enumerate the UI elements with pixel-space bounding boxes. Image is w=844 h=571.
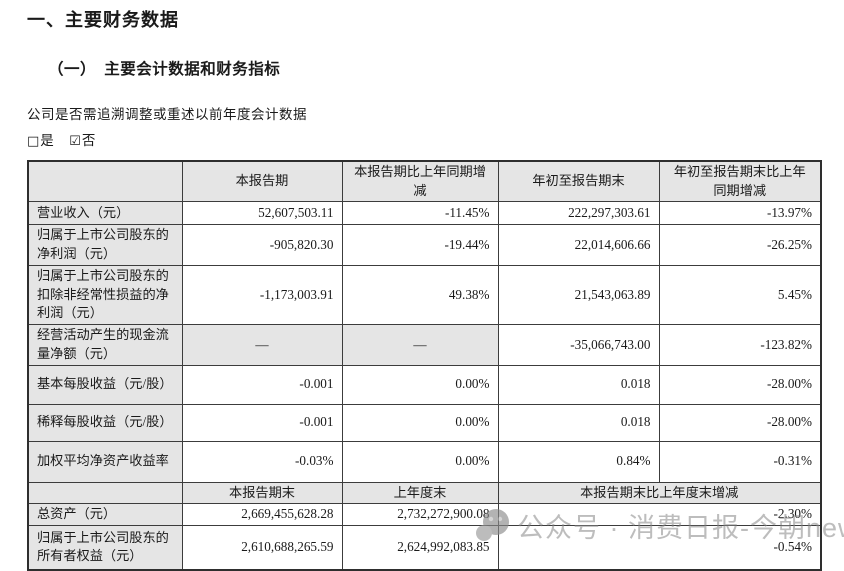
col-header: 本报告期比上年同期增减	[341, 160, 499, 203]
cell-value: -0.54%	[497, 525, 822, 571]
cell-value: 5.45%	[658, 264, 822, 326]
cell-value: 0.00%	[341, 403, 499, 442]
table-row: 加权平均净资产收益率 -0.03% 0.00% 0.84% -0.31%	[27, 440, 822, 483]
cell-value: 21,543,063.89	[497, 264, 660, 326]
cell-value: 222,297,303.61	[497, 201, 660, 226]
cell-value: -35,066,743.00	[497, 324, 660, 366]
corner-cell	[27, 160, 183, 203]
section-title: （一） 主要会计数据和财务指标	[48, 61, 281, 78]
cell-value: -0.001	[181, 364, 343, 405]
col-header: 本报告期	[181, 160, 343, 203]
financial-data-table: 本报告期 本报告期比上年同期增减 年初至报告期末 年初至报告期末比上年同期增减 …	[27, 160, 822, 571]
row-label: 归属于上市公司股东的所有者权益（元）	[27, 525, 183, 571]
cell-value: -123.82%	[658, 324, 822, 366]
table-row: 归属于上市公司股东的扣除非经常性损益的净利润（元） -1,173,003.91 …	[27, 264, 822, 326]
cell-value: 2,669,455,628.28	[181, 503, 343, 527]
cell-value: 2,624,992,083.85	[341, 525, 499, 571]
col-header: 上年度末	[341, 481, 499, 505]
cell-value: -0.001	[181, 403, 343, 442]
table-row: 经营活动产生的现金流量净额（元） — — -35,066,743.00 -123…	[27, 324, 822, 366]
row-label: 经营活动产生的现金流量净额（元）	[27, 324, 183, 366]
cell-value: -19.44%	[341, 224, 499, 266]
cell-value: -13.97%	[658, 201, 822, 226]
page-title: 一、主要财务数据	[27, 10, 179, 30]
cell-value: -11.45%	[341, 201, 499, 226]
checkbox-no-label: 否	[81, 133, 96, 148]
col-header: 年初至报告期末比上年同期增减	[658, 160, 822, 203]
cell-value: 0.00%	[341, 440, 499, 483]
table-row: 归属于上市公司股东的所有者权益（元） 2,610,688,265.59 2,62…	[27, 525, 822, 571]
restate-question: 公司是否需追溯调整或重述以前年度会计数据	[27, 107, 307, 122]
cell-value: —	[341, 324, 499, 366]
col-header: 本报告期末	[181, 481, 343, 505]
table-row: 归属于上市公司股东的净利润（元） -905,820.30 -19.44% 22,…	[27, 224, 822, 266]
cell-value: -0.31%	[658, 440, 822, 483]
row-label: 归属于上市公司股东的净利润（元）	[27, 224, 183, 266]
cell-value: -26.25%	[658, 224, 822, 266]
row-label: 稀释每股收益（元/股）	[27, 403, 183, 442]
cell-value: 0.84%	[497, 440, 660, 483]
table-row: 总资产（元） 2,669,455,628.28 2,732,272,900.08…	[27, 503, 822, 527]
checkbox-no[interactable]: ☑否	[69, 133, 96, 149]
cell-value: 0.00%	[341, 364, 499, 405]
cell-value: -0.03%	[181, 440, 343, 483]
cell-value: 0.018	[497, 364, 660, 405]
row-label: 营业收入（元）	[27, 201, 183, 226]
cell-value: 2,610,688,265.59	[181, 525, 343, 571]
row-label: 基本每股收益（元/股）	[27, 364, 183, 405]
table-row: 基本每股收益（元/股） -0.001 0.00% 0.018 -28.00%	[27, 364, 822, 405]
table-header-row: 本报告期 本报告期比上年同期增减 年初至报告期末 年初至报告期末比上年同期增减	[27, 160, 822, 203]
row-label: 总资产（元）	[27, 503, 183, 527]
checkbox-yes[interactable]: □是	[27, 133, 54, 149]
table-row: 稀释每股收益（元/股） -0.001 0.00% 0.018 -28.00%	[27, 403, 822, 442]
restate-options: □是 ☑否	[27, 129, 107, 149]
cell-value: -28.00%	[658, 364, 822, 405]
table-row: 营业收入（元） 52,607,503.11 -11.45% 222,297,30…	[27, 201, 822, 226]
cell-value: 49.38%	[341, 264, 499, 326]
cell-value: —	[181, 324, 343, 366]
cell-value: -28.00%	[658, 403, 822, 442]
row-label: 归属于上市公司股东的扣除非经常性损益的净利润（元）	[27, 264, 183, 326]
checkbox-checked-icon: ☑	[69, 134, 81, 149]
row-label: 加权平均净资产收益率	[27, 440, 183, 483]
cell-value: 2,732,272,900.08	[341, 503, 499, 527]
cell-value: 52,607,503.11	[181, 201, 343, 226]
corner-cell	[27, 481, 183, 505]
cell-value: 0.018	[497, 403, 660, 442]
cell-value: 22,014,606.66	[497, 224, 660, 266]
col-header: 本报告期末比上年度末增减	[497, 481, 822, 505]
cell-value: -2.30%	[497, 503, 822, 527]
cell-value: -1,173,003.91	[181, 264, 343, 326]
col-header: 年初至报告期末	[497, 160, 660, 203]
checkbox-yes-label: 是	[40, 133, 54, 148]
table-subheader-row: 本报告期末 上年度末 本报告期末比上年度末增减	[27, 481, 822, 505]
checkbox-unchecked-icon: □	[27, 134, 40, 149]
cell-value: -905,820.30	[181, 224, 343, 266]
